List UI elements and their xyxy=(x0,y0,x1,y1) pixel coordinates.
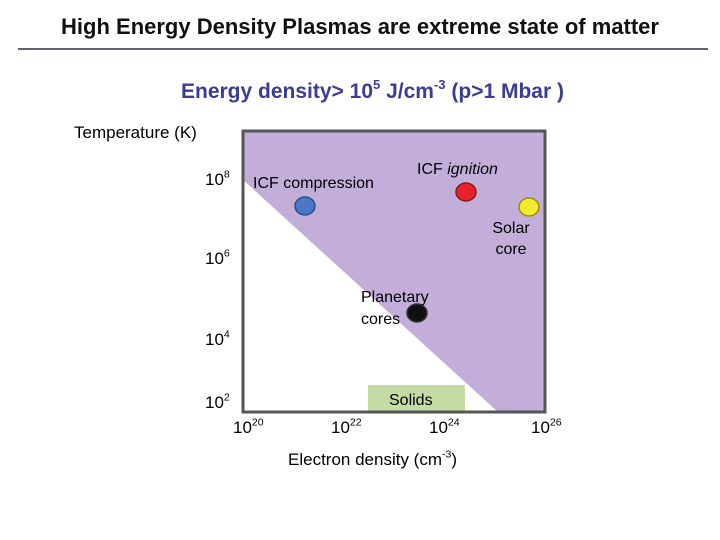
subtitle-prefix: Energy density> 10 xyxy=(181,80,374,103)
y-tick-1e4: 104 xyxy=(205,328,230,349)
x-tick-1e22: 1022 xyxy=(331,416,362,437)
subtitle-exponent-1: 5 xyxy=(373,76,381,92)
y-tick-1e8: 108 xyxy=(205,168,230,189)
solids-region xyxy=(368,385,465,412)
subtitle-suffix: (p>1 Mbar ) xyxy=(445,80,564,103)
subtitle-exponent-2: -3 xyxy=(433,76,446,92)
y-tick-1e2: 102 xyxy=(205,391,230,412)
icf-compression-label: ICF compression xyxy=(253,175,374,192)
y-axis-label: Temperature (K) xyxy=(74,123,197,142)
icf-ignition-label: ICF ignition xyxy=(417,161,498,178)
x-tick-1e24: 1024 xyxy=(429,416,460,437)
x-tick-1e20: 1020 xyxy=(233,416,264,437)
x-tick-1e26: 1026 xyxy=(531,416,562,437)
y-tick-1e6: 106 xyxy=(205,247,230,268)
slide-title: High Energy Density Plasmas are extreme … xyxy=(61,14,659,39)
solids-label: Solids xyxy=(389,392,433,409)
plot-frame xyxy=(241,129,547,414)
title-divider xyxy=(18,48,708,50)
solar-core-point xyxy=(518,197,540,217)
planetary-cores-label: Planetary cores xyxy=(361,289,429,328)
icf-compression-point xyxy=(294,196,316,216)
hed-region xyxy=(243,131,545,412)
solar-core-label: Solar core xyxy=(492,220,530,258)
x-axis-label: Electron density (cm-3) xyxy=(288,448,458,469)
planetary-cores-point xyxy=(406,303,428,323)
subtitle-unit: J/cm xyxy=(380,80,434,103)
icf-ignition-point xyxy=(455,182,477,202)
energy-density-heading: Energy density> 105 J/cm-3 (p>1 Mbar ) xyxy=(181,76,564,104)
